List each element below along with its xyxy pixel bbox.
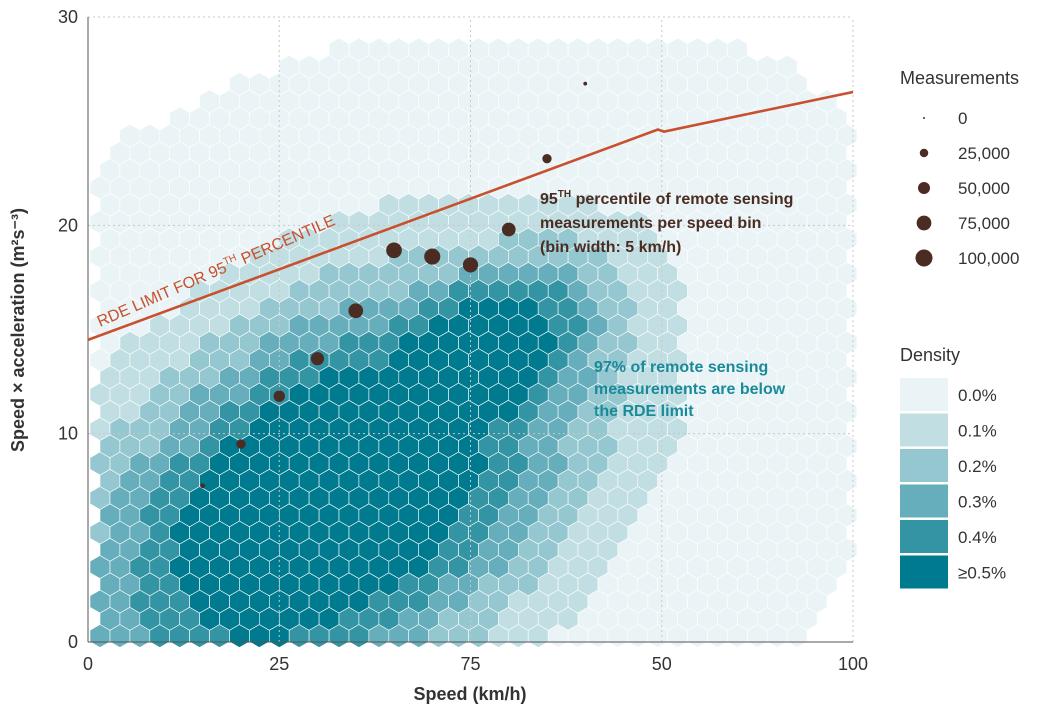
y-tick-label: 20 bbox=[58, 215, 78, 235]
x-axis-title: Speed (km/h) bbox=[413, 684, 526, 704]
percentile-annotation-95: 95 bbox=[540, 191, 558, 208]
percentile-annotation-line2: measurements per speed bin bbox=[540, 215, 761, 232]
percentile-annotation: 95TH percentile of remote sensing measur… bbox=[540, 189, 793, 256]
x-tick-labels: 0 25 75 50 100 bbox=[83, 654, 868, 674]
percentile-annotation-line3: (bin width: 5 km/h) bbox=[540, 239, 681, 256]
density-legend-label: 0.3% bbox=[958, 493, 997, 512]
density-legend-label: 0.0% bbox=[958, 386, 997, 405]
percentile-point bbox=[200, 483, 206, 489]
percentile-point bbox=[424, 248, 441, 265]
measurements-legend-label: 50,000 bbox=[958, 179, 1010, 198]
measurements-legend-label: 0 bbox=[958, 109, 967, 128]
rde-label-sup: TH bbox=[222, 252, 239, 267]
grid-lines bbox=[88, 16, 854, 642]
measurements-legend-label: 25,000 bbox=[958, 144, 1010, 163]
percentile-point bbox=[236, 439, 246, 449]
density-legend-swatch bbox=[900, 520, 948, 553]
y-tick-label: 10 bbox=[58, 424, 78, 444]
density-legend-swatch bbox=[900, 449, 948, 482]
y-axis-title: Speed × acceleration (m²s⁻³) bbox=[8, 208, 28, 452]
percentile-point bbox=[501, 222, 516, 237]
density-legend-label: 0.1% bbox=[958, 422, 997, 441]
percentile-point bbox=[310, 352, 325, 366]
percentile-point bbox=[348, 303, 364, 319]
measurements-legend-label: 75,000 bbox=[958, 214, 1010, 233]
percentile-annotation-line1: 95TH percentile of remote sensing bbox=[540, 189, 793, 208]
below-limit-annotation: 97% of remote sensing measurements are b… bbox=[594, 359, 786, 420]
y-tick-labels: 0 10 20 30 bbox=[58, 7, 78, 652]
measurements-legend-label: 100,000 bbox=[958, 249, 1019, 268]
density-legend-label: 0.2% bbox=[958, 457, 997, 476]
percentile-point bbox=[273, 390, 285, 402]
x-tick-label: 75 bbox=[460, 654, 480, 674]
density-legend-swatch bbox=[900, 378, 948, 411]
density-hex bbox=[776, 54, 798, 79]
y-tick-label: 0 bbox=[68, 632, 78, 652]
measurements-legend-marker bbox=[915, 249, 933, 267]
density-hexbins bbox=[89, 37, 858, 648]
density-legend-label: 0.4% bbox=[958, 528, 997, 547]
percentile-annotation-rest: percentile of remote sensing bbox=[571, 191, 793, 208]
x-tick-label: 0 bbox=[83, 654, 93, 674]
density-legend-swatch bbox=[900, 484, 948, 518]
measurements-legend-marker bbox=[916, 215, 932, 231]
x-tick-label: 25 bbox=[269, 654, 289, 674]
density-legend-title: Density bbox=[900, 345, 960, 365]
density-legend-swatch bbox=[900, 413, 948, 447]
x-tick-label: 100 bbox=[838, 654, 868, 674]
measurements-legend-marker bbox=[923, 117, 925, 119]
below-annotation-line1: 97% of remote sensing bbox=[594, 359, 768, 376]
percentile-point bbox=[386, 242, 402, 259]
density-legend-label: ≥0.5% bbox=[958, 564, 1006, 583]
percentile-point bbox=[542, 154, 552, 164]
below-annotation-line2: measurements are below bbox=[594, 381, 786, 398]
percentile-annotation-th: TH bbox=[558, 189, 571, 200]
axes bbox=[87, 17, 853, 643]
measurements-legend-marker bbox=[917, 181, 931, 195]
measurements-legend-title: Measurements bbox=[900, 68, 1019, 88]
percentile-95-points bbox=[200, 81, 588, 489]
measurements-legend-marker bbox=[919, 148, 929, 158]
x-tick-label: 50 bbox=[652, 654, 672, 674]
y-tick-label: 30 bbox=[58, 7, 78, 27]
density-legend: 0.0% 0.1% 0.2% 0.3% 0.4% ≥0.5% bbox=[900, 378, 1006, 589]
density-hex bbox=[727, 37, 748, 62]
density-legend-swatch bbox=[900, 555, 948, 589]
percentile-point bbox=[462, 257, 479, 273]
rde-limit-line bbox=[87, 90, 854, 342]
measurements-legend: 0 25,000 50,000 75,000 100,000 bbox=[915, 109, 1019, 268]
percentile-point bbox=[583, 81, 588, 86]
below-annotation-line3: the RDE limit bbox=[594, 403, 694, 420]
